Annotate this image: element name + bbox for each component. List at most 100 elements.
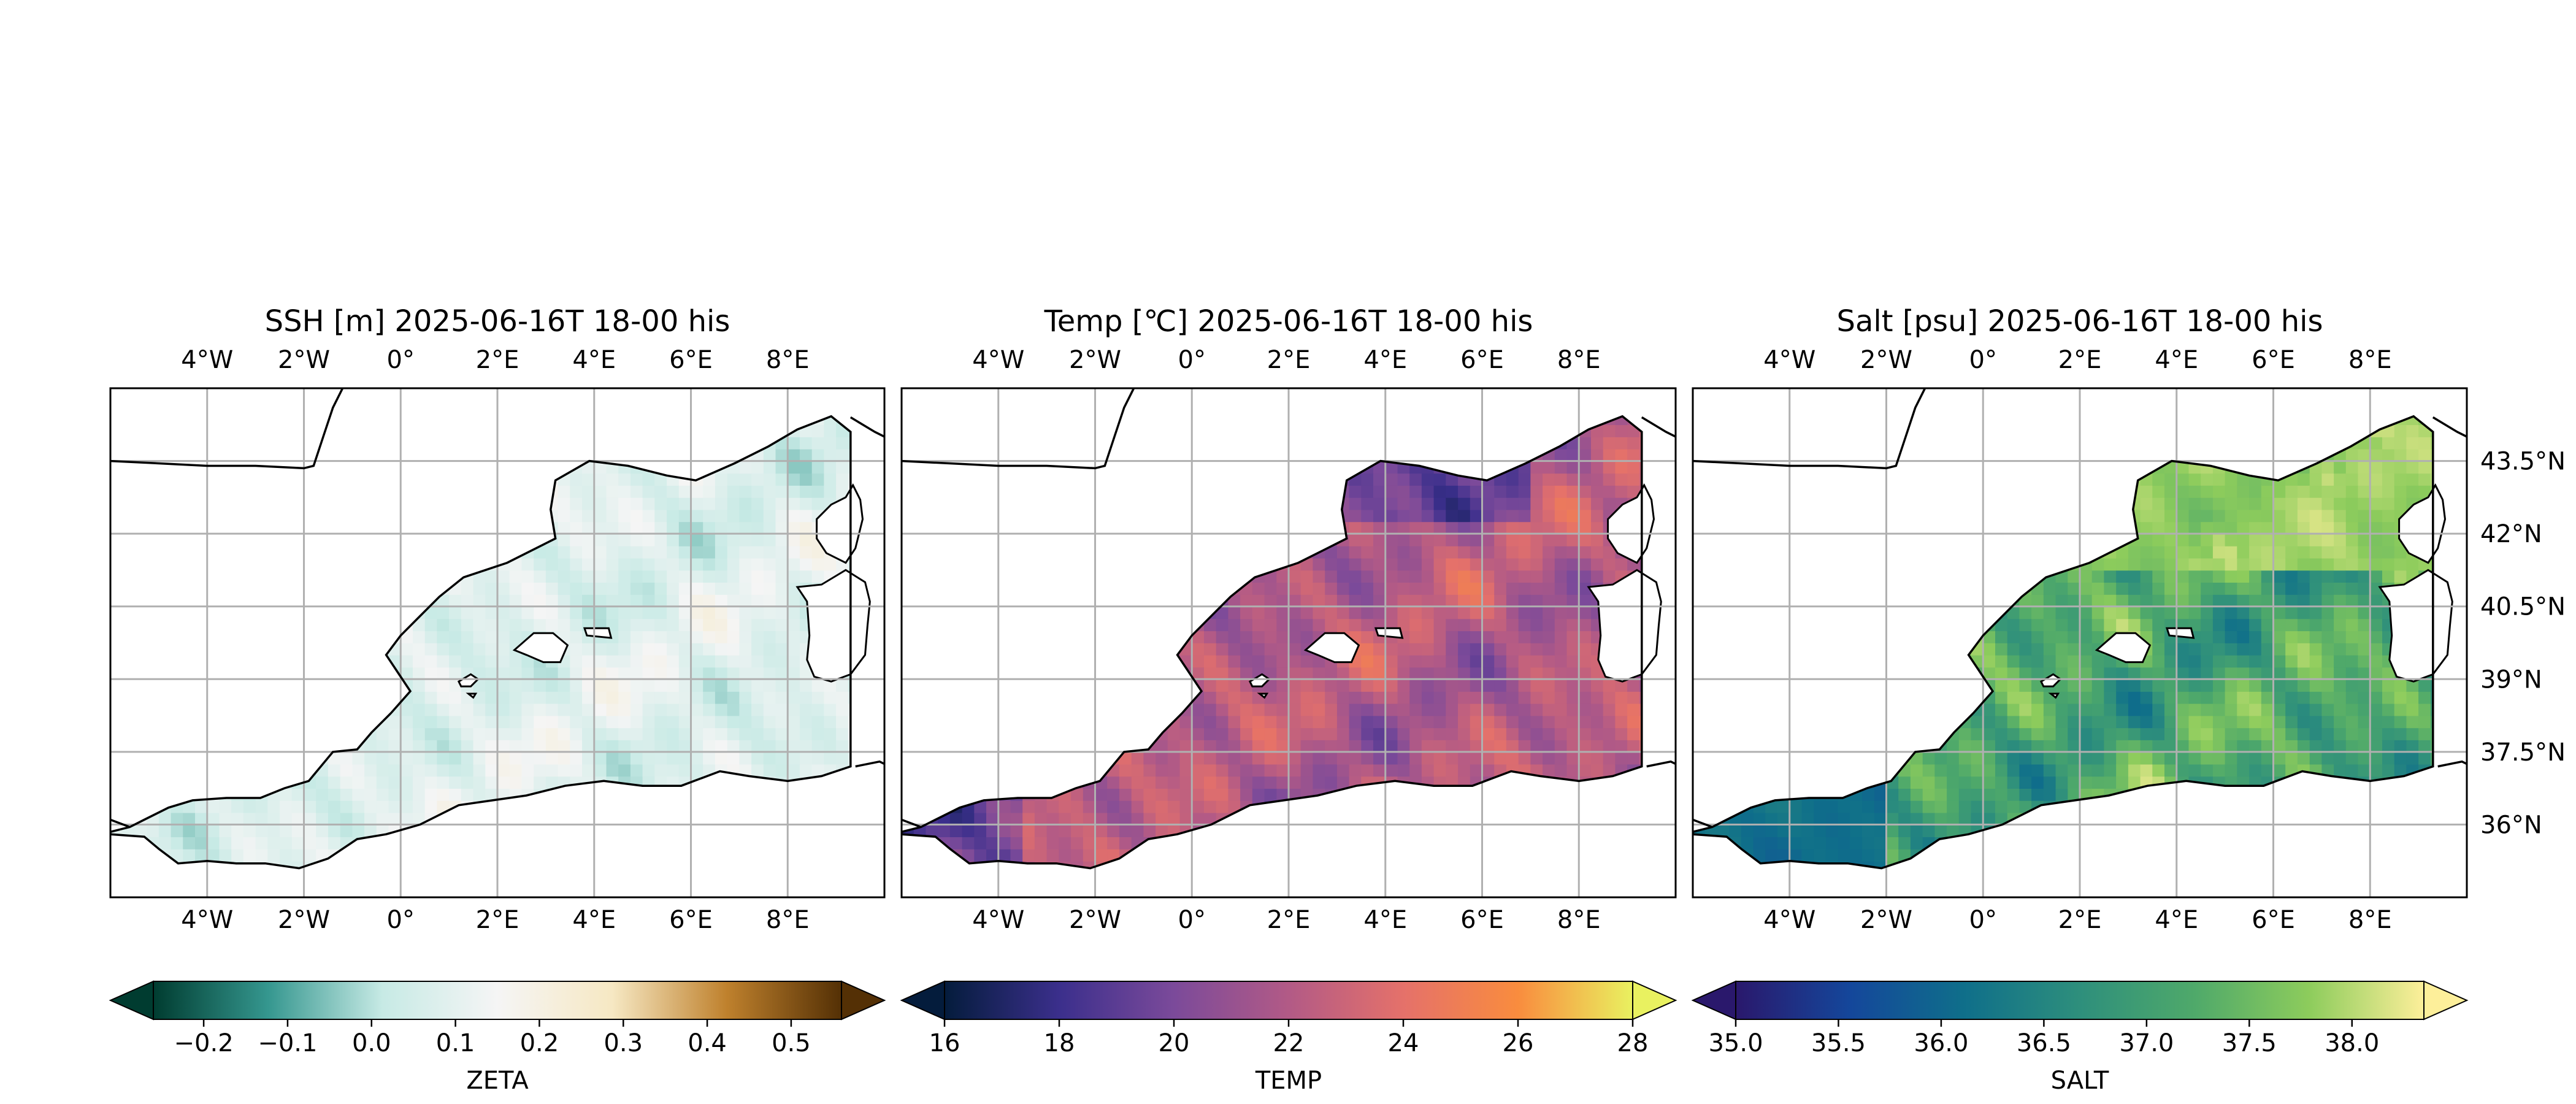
heatmap-cell xyxy=(1325,570,1338,583)
heatmap-cell xyxy=(775,643,788,656)
heatmap-cell xyxy=(1373,448,1386,462)
heatmap-cell xyxy=(1252,509,1265,523)
heatmap-cell xyxy=(630,521,643,534)
heatmap-cell xyxy=(1615,727,1628,740)
heatmap-cell xyxy=(1131,497,1144,510)
heatmap-cell xyxy=(775,654,788,668)
heatmap-cell xyxy=(534,509,546,523)
heatmap-cell xyxy=(1204,497,1217,510)
heatmap-cell xyxy=(521,715,534,729)
heatmap-cell xyxy=(1228,691,1241,704)
heatmap-cell xyxy=(195,485,208,498)
heatmap-cell xyxy=(122,812,136,826)
heatmap-cell xyxy=(1156,703,1168,716)
heatmap-cell xyxy=(497,594,510,607)
heatmap-cell xyxy=(1494,788,1507,801)
heatmap-cell xyxy=(1470,618,1483,632)
heatmap-cell xyxy=(509,582,523,595)
heatmap-cell xyxy=(1373,509,1386,523)
heatmap-cell xyxy=(678,727,692,740)
heatmap-cell xyxy=(1639,800,1642,813)
heatmap-cell xyxy=(902,594,914,607)
heatmap-cell xyxy=(739,570,752,583)
heatmap-cell xyxy=(1361,691,1374,704)
heatmap-cell xyxy=(328,679,341,692)
heatmap-cell xyxy=(158,691,172,704)
heatmap-cell xyxy=(291,606,305,619)
heatmap-cell xyxy=(328,594,341,607)
heatmap-cell xyxy=(328,667,341,680)
heatmap-cell xyxy=(654,654,667,668)
heatmap-cell xyxy=(986,401,999,413)
heatmap-cell xyxy=(424,497,438,510)
heatmap-cell xyxy=(1083,849,1096,862)
heatmap-cell xyxy=(1022,534,1035,546)
heatmap-cell xyxy=(1482,448,1495,462)
heatmap-cell xyxy=(534,800,546,813)
heatmap-cell xyxy=(437,497,450,510)
heatmap-cell xyxy=(1446,437,1459,450)
heatmap-cell xyxy=(1131,751,1144,765)
heatmap-cell xyxy=(1083,654,1096,668)
heatmap-cell xyxy=(243,437,256,450)
heatmap-cell xyxy=(1276,764,1289,777)
heatmap-cell xyxy=(1011,401,1024,413)
heatmap-cell xyxy=(1543,703,1555,716)
heatmap-cell xyxy=(134,618,147,632)
heatmap-cell xyxy=(1361,582,1374,595)
heatmap-cell xyxy=(1543,740,1555,753)
heatmap-cell xyxy=(678,703,692,716)
heatmap-cell xyxy=(913,740,927,753)
heatmap-cell xyxy=(545,764,559,777)
heatmap-cell xyxy=(1433,764,1447,777)
heatmap-cell xyxy=(606,509,619,523)
heatmap-cell xyxy=(678,837,692,849)
heatmap-cell xyxy=(1506,837,1519,849)
heatmap-cell xyxy=(1579,776,1592,789)
heatmap-cell xyxy=(122,751,136,765)
heatmap-cell xyxy=(824,788,837,801)
heatmap-cell xyxy=(1566,521,1579,534)
heatmap-cell xyxy=(1409,631,1422,643)
heatmap-cell xyxy=(424,824,438,837)
heatmap-cell xyxy=(158,473,172,486)
heatmap-cell xyxy=(1349,824,1362,837)
heatmap-cell xyxy=(763,679,776,692)
heatmap-cell xyxy=(545,679,559,692)
heatmap-cell xyxy=(304,534,316,546)
heatmap-cell xyxy=(364,448,377,462)
heatmap-cell xyxy=(376,812,389,826)
heatmap-cell xyxy=(1494,534,1507,546)
heatmap-cell xyxy=(678,788,692,801)
heatmap-cell xyxy=(521,837,534,849)
heatmap-cell xyxy=(424,461,438,474)
heatmap-cell xyxy=(1591,679,1604,692)
heatmap-cell xyxy=(388,849,401,862)
heatmap-cell xyxy=(1228,849,1241,862)
heatmap-cell xyxy=(678,764,692,777)
heatmap-cell xyxy=(1494,401,1507,413)
heatmap-cell xyxy=(618,824,631,837)
heatmap-cell xyxy=(775,461,788,474)
heatmap-cell xyxy=(1458,606,1471,619)
heatmap-cell xyxy=(509,824,523,837)
heatmap-cell xyxy=(316,643,329,656)
heatmap-cell xyxy=(473,837,486,849)
heatmap-cell xyxy=(1300,448,1314,462)
heatmap-cell xyxy=(1143,521,1156,534)
heatmap-cell xyxy=(1409,715,1422,729)
heatmap-cell xyxy=(1349,437,1362,450)
heatmap-cell xyxy=(1530,800,1543,813)
heatmap-cell xyxy=(183,643,196,656)
heatmap-cell xyxy=(678,800,692,813)
heatmap-cell xyxy=(1482,837,1495,849)
heatmap-cell xyxy=(678,461,692,474)
heatmap-cell xyxy=(1228,861,1241,868)
heatmap-cell xyxy=(1530,497,1543,510)
heatmap-cell xyxy=(1022,837,1035,849)
heatmap-cell xyxy=(1095,788,1108,801)
heatmap-cell xyxy=(1034,497,1048,510)
heatmap-cell xyxy=(437,849,450,862)
heatmap-cell xyxy=(1216,751,1229,765)
heatmap-cell xyxy=(630,837,643,849)
